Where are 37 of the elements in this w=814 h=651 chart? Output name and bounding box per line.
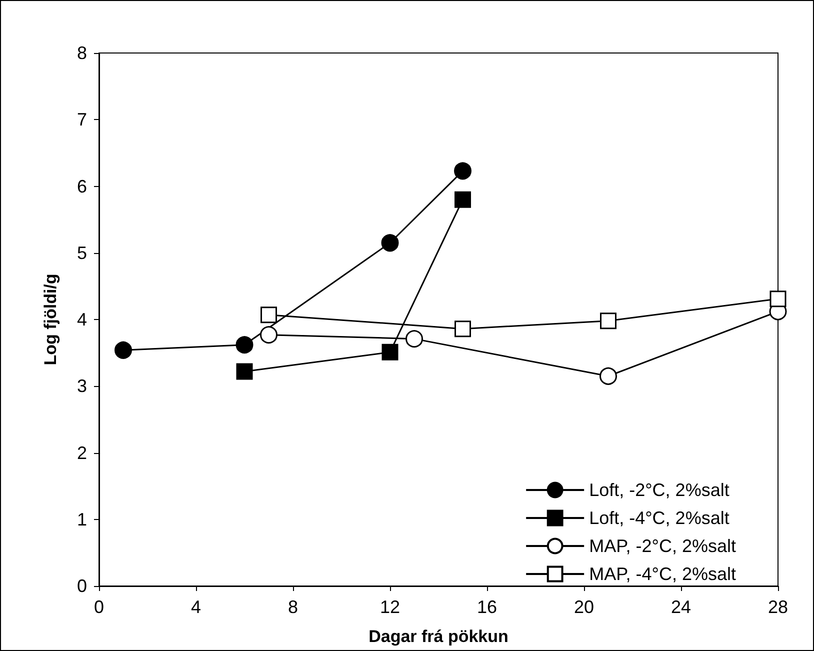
point <box>260 326 278 344</box>
legend-label: MAP, -2°C, 2%salt <box>589 536 736 556</box>
x-axis-title: Dagar frá pökkun <box>368 627 508 646</box>
x-tick-label: 12 <box>380 597 400 617</box>
x-tick-label: 0 <box>94 597 104 617</box>
point <box>454 191 471 208</box>
legend-label: MAP, -4°C, 2%salt <box>589 564 736 584</box>
x-tick-label: 16 <box>476 597 498 617</box>
point <box>382 344 398 360</box>
point <box>600 312 616 330</box>
x-tick-label: 24 <box>670 597 692 617</box>
y-tick-label: 7 <box>76 110 87 130</box>
y-axis-title: Log fjöldi/g <box>41 274 60 366</box>
legend-label: Loft, -4°C, 2%salt <box>589 508 730 528</box>
y-tick-label: 2 <box>76 442 87 463</box>
y-tick-label: 5 <box>76 242 87 263</box>
x-tick-label: 4 <box>190 597 202 617</box>
y-tick-label: 3 <box>76 376 87 396</box>
y-tick-label: 1 <box>76 509 87 530</box>
point <box>260 306 277 324</box>
point <box>454 320 471 338</box>
x-tick-label: 20 <box>574 597 594 617</box>
point <box>600 367 617 385</box>
x-tick-label: 8 <box>288 597 298 617</box>
y-tick-label: 8 <box>76 43 87 63</box>
x-tick-label: 28 <box>768 597 788 617</box>
point <box>454 162 472 180</box>
point <box>770 290 786 308</box>
point <box>381 234 399 252</box>
point <box>406 330 423 348</box>
point <box>114 341 132 359</box>
point <box>236 336 254 354</box>
legend-label: Loft, -2°C, 2%salt <box>589 480 730 500</box>
y-tick-label: 6 <box>76 176 87 196</box>
y-tick-label: 0 <box>76 576 87 596</box>
y-tick-label: 4 <box>76 310 87 330</box>
point <box>236 363 253 380</box>
